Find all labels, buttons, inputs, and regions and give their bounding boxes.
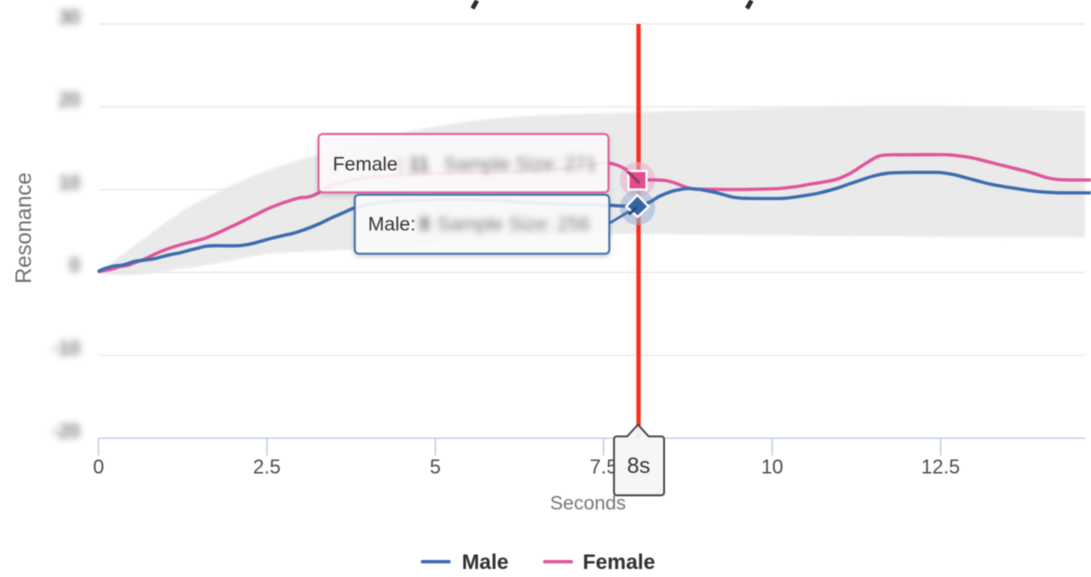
svg-text:Male: Male — [462, 551, 509, 574]
svg-text:Seconds: Seconds — [550, 493, 626, 515]
svg-text:: 11: : 11 — [398, 153, 429, 175]
svg-text:Female: Female — [333, 153, 398, 175]
svg-text:8s: 8s — [627, 453, 650, 478]
svg-text:-10: -10 — [53, 339, 80, 360]
svg-text:0: 0 — [69, 256, 80, 277]
svg-text:10: 10 — [761, 457, 783, 479]
svg-text:-20: -20 — [53, 422, 80, 443]
svg-text:20: 20 — [59, 90, 80, 111]
svg-text:Sample Size: 256: Sample Size: 256 — [437, 214, 590, 236]
svg-text:Female: Female — [583, 551, 655, 574]
svg-text:7.5: 7.5 — [590, 457, 618, 479]
svg-text:0: 0 — [93, 457, 104, 479]
svg-text:10: 10 — [59, 173, 80, 194]
svg-text:8: 8 — [419, 214, 430, 236]
svg-text:2.5: 2.5 — [253, 457, 281, 479]
svg-text:5: 5 — [430, 457, 441, 479]
svg-text:30: 30 — [59, 7, 80, 28]
svg-text:12.5: 12.5 — [921, 457, 960, 479]
svg-text:Sample Size: 271: Sample Size: 271 — [444, 153, 597, 175]
svg-text:Male:: Male: — [368, 214, 416, 236]
svg-text:Resonance: Resonance — [11, 172, 36, 283]
